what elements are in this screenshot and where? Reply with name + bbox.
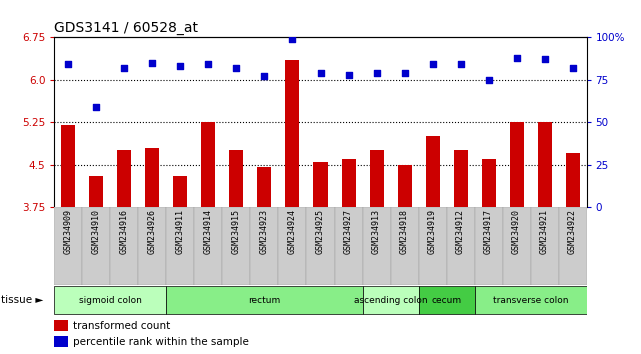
Text: GSM234919: GSM234919 — [428, 210, 437, 255]
Bar — [62, 125, 76, 207]
Bar — [419, 286, 474, 314]
Bar — [481, 159, 495, 207]
Point — [315, 70, 326, 76]
Bar — [201, 122, 215, 207]
Text: sigmoid colon: sigmoid colon — [79, 296, 142, 304]
Text: GSM234918: GSM234918 — [400, 210, 409, 255]
Point — [567, 65, 578, 70]
Bar — [558, 207, 587, 285]
Bar — [369, 150, 383, 207]
Text: rectum: rectum — [248, 296, 281, 304]
Point — [539, 56, 549, 62]
Text: GSM234925: GSM234925 — [316, 210, 325, 255]
Text: GSM234922: GSM234922 — [568, 210, 577, 255]
Bar — [474, 207, 503, 285]
Bar — [363, 286, 419, 314]
Bar — [419, 207, 447, 285]
Text: GSM234924: GSM234924 — [288, 210, 297, 255]
Point — [455, 62, 465, 67]
Text: GSM234909: GSM234909 — [64, 210, 73, 255]
Bar — [285, 60, 299, 207]
Bar — [83, 207, 110, 285]
Text: transformed count: transformed count — [73, 321, 171, 331]
Bar — [538, 122, 551, 207]
Point — [119, 65, 129, 70]
Point — [203, 62, 213, 67]
Bar — [510, 122, 524, 207]
Bar — [258, 167, 272, 207]
Text: GSM234926: GSM234926 — [148, 210, 157, 255]
Bar — [146, 148, 160, 207]
Text: GSM234921: GSM234921 — [540, 210, 549, 255]
Bar — [363, 207, 390, 285]
Text: transverse colon: transverse colon — [493, 296, 569, 304]
Bar — [174, 176, 188, 207]
Point — [512, 55, 522, 61]
Bar — [229, 150, 244, 207]
Text: GSM234923: GSM234923 — [260, 210, 269, 255]
Bar — [447, 207, 474, 285]
Text: GSM234917: GSM234917 — [484, 210, 493, 255]
Text: GSM234916: GSM234916 — [120, 210, 129, 255]
Bar — [565, 153, 579, 207]
Text: GSM234910: GSM234910 — [92, 210, 101, 255]
Bar — [335, 207, 363, 285]
Text: GDS3141 / 60528_at: GDS3141 / 60528_at — [54, 21, 199, 35]
Bar — [251, 207, 278, 285]
Point — [231, 65, 242, 70]
Bar — [138, 207, 167, 285]
Text: GSM234911: GSM234911 — [176, 210, 185, 255]
Bar — [397, 165, 412, 207]
Bar — [503, 207, 531, 285]
Point — [371, 70, 381, 76]
Bar — [110, 207, 138, 285]
Bar — [117, 150, 131, 207]
Text: tissue ►: tissue ► — [1, 295, 43, 305]
Point — [287, 36, 297, 42]
Text: GSM234920: GSM234920 — [512, 210, 521, 255]
Bar — [313, 162, 328, 207]
Bar — [54, 320, 68, 331]
Bar — [90, 176, 103, 207]
Bar — [474, 286, 587, 314]
Bar — [167, 207, 194, 285]
Bar — [54, 207, 83, 285]
Text: percentile rank within the sample: percentile rank within the sample — [73, 337, 249, 347]
Bar — [54, 286, 167, 314]
Text: GSM234912: GSM234912 — [456, 210, 465, 255]
Point — [260, 73, 270, 79]
Text: ascending colon: ascending colon — [354, 296, 428, 304]
Text: GSM234915: GSM234915 — [232, 210, 241, 255]
Text: GSM234914: GSM234914 — [204, 210, 213, 255]
Bar — [390, 207, 419, 285]
Point — [428, 62, 438, 67]
Point — [92, 104, 102, 110]
Bar — [342, 159, 356, 207]
Point — [176, 63, 186, 69]
Bar — [531, 207, 558, 285]
Bar — [54, 336, 68, 347]
Text: GSM234913: GSM234913 — [372, 210, 381, 255]
Point — [344, 72, 354, 78]
Bar — [426, 136, 440, 207]
Bar — [278, 207, 306, 285]
Point — [399, 70, 410, 76]
Text: GSM234927: GSM234927 — [344, 210, 353, 255]
Text: cecum: cecum — [431, 296, 462, 304]
Point — [63, 62, 74, 67]
Point — [147, 60, 158, 65]
Bar — [167, 286, 363, 314]
Point — [483, 77, 494, 82]
Bar — [454, 150, 467, 207]
Bar — [222, 207, 251, 285]
Bar — [194, 207, 222, 285]
Bar — [306, 207, 335, 285]
